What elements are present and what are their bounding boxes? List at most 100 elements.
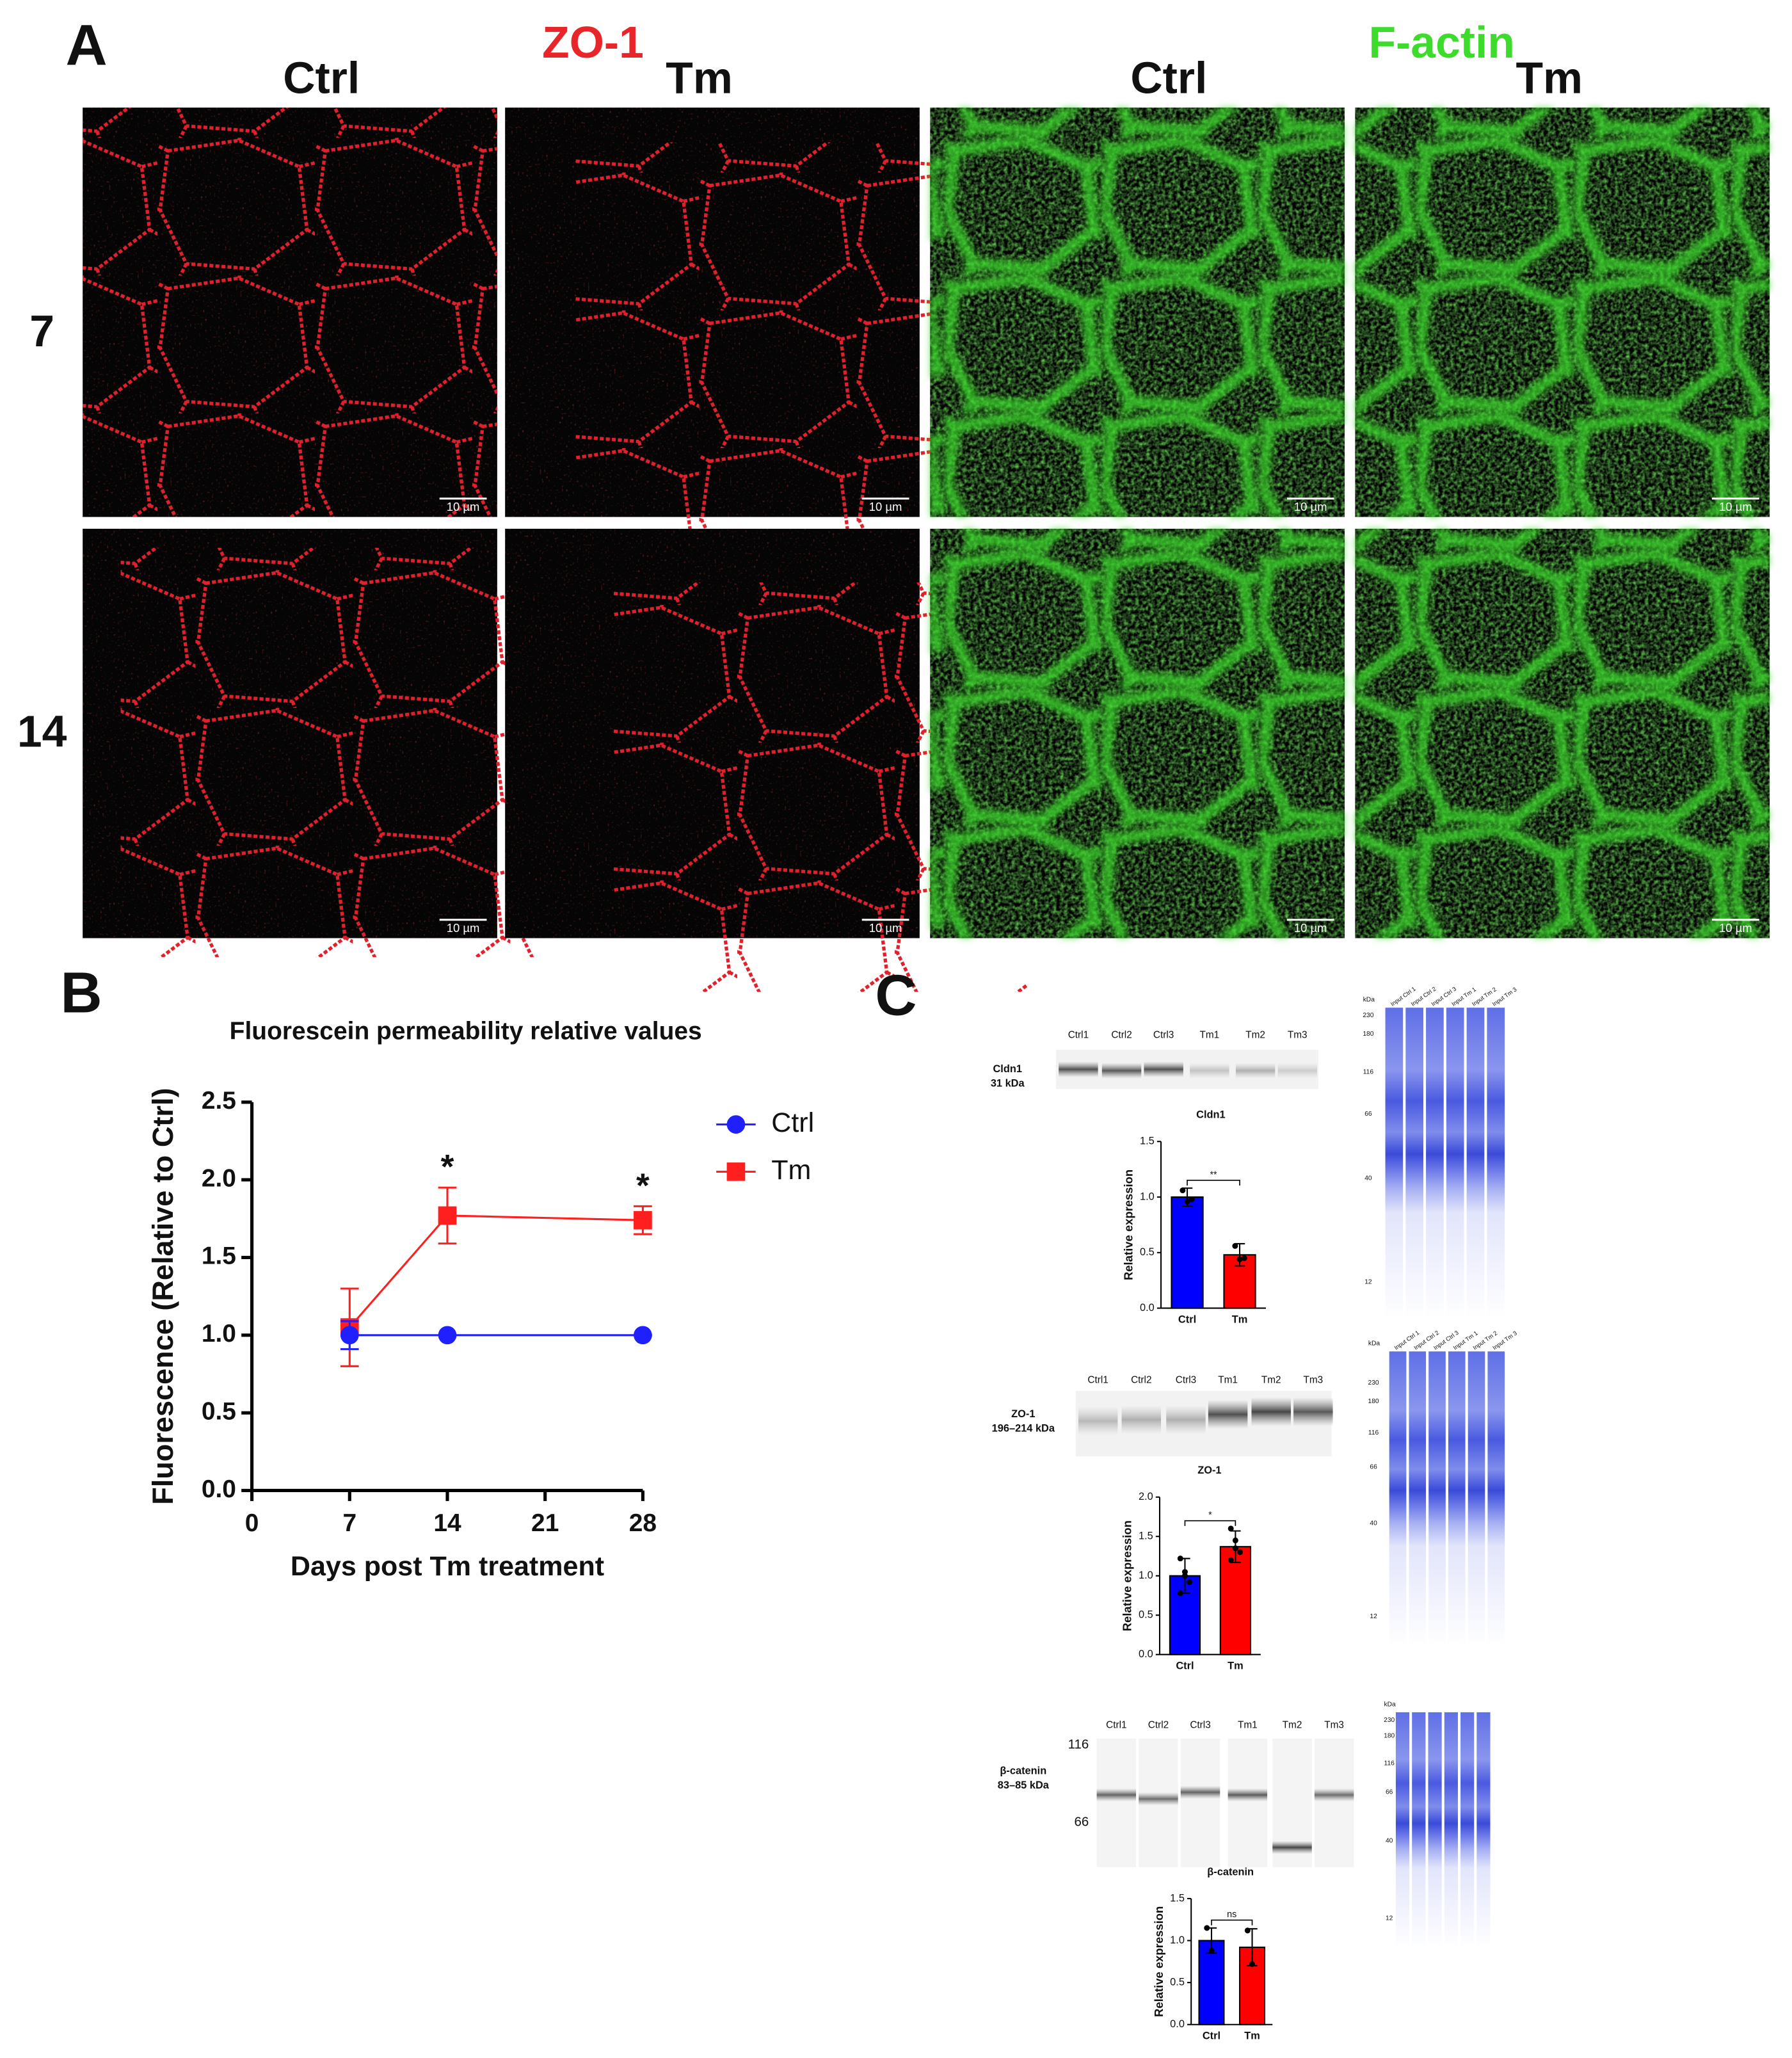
marker-label: 40: [1386, 1837, 1393, 1844]
protein-size: 31 kDa: [991, 1077, 1025, 1089]
x-tick-label: 28: [629, 1509, 657, 1537]
significance-label: *: [1208, 1510, 1212, 1520]
data-point: [1228, 1557, 1234, 1563]
band: [1139, 1792, 1178, 1806]
band: [1277, 1063, 1317, 1079]
micrograph: 10 µm: [930, 529, 1345, 938]
marker-label: 40: [1370, 1520, 1377, 1527]
panel-label: A: [66, 13, 108, 78]
band: [1059, 1061, 1098, 1077]
blot: Cldn1 31 kDa Ctrl1 Ctrl2 Ctrl3 Tm1 Tm2 Tm3 kDa 23…: [991, 986, 1518, 1319]
data-point: [1228, 1525, 1234, 1532]
marker-label: 12: [1386, 1915, 1393, 1922]
protein-size: 83–85 kDa: [998, 1780, 1050, 1791]
data-point: [1204, 1925, 1210, 1931]
lane-label: Ctrl2: [1131, 1374, 1151, 1385]
x-tick-label: 21: [531, 1509, 559, 1537]
panel-label: C: [875, 963, 916, 1028]
condition-header: Tm: [666, 52, 733, 102]
gel-lane: [1448, 1351, 1466, 1647]
significance-label: *: [636, 1167, 650, 1205]
scale-bar-label: 10 µm: [1294, 921, 1327, 935]
scale-bar-label: 10 µm: [1719, 500, 1752, 513]
gel-lane: [1426, 1008, 1444, 1319]
lane-label: Ctrl1: [1087, 1374, 1108, 1385]
stain-name: F-actin: [1368, 17, 1514, 67]
y-tick-label: 0.0: [1140, 1302, 1155, 1314]
data-point: [438, 1206, 457, 1225]
significance-bracket: [1187, 1180, 1240, 1186]
band: [1228, 1788, 1268, 1802]
band: [1314, 1788, 1354, 1802]
bar: [1171, 1196, 1204, 1309]
chart-title: ZO-1: [1197, 1465, 1221, 1476]
gel-lane: [1385, 1008, 1404, 1319]
legend-label: Tm: [771, 1155, 811, 1186]
scale-bar-label: 10 µm: [1719, 921, 1752, 935]
x-tick-label: Ctrl: [1203, 2030, 1220, 2042]
marker-label: 180: [1363, 1031, 1373, 1038]
x-tick-label: Tm: [1232, 1314, 1248, 1325]
cell-borders: [574, 142, 989, 552]
band: [1190, 1063, 1229, 1079]
marker-label: 40: [1364, 1175, 1372, 1182]
y-axis-label: Relative expression: [1152, 1906, 1165, 2017]
significance-label: ns: [1227, 1909, 1236, 1920]
y-axis-label: Fluorescence (Relative to Ctrl): [147, 1088, 179, 1504]
y-tick-label: 2.5: [202, 1087, 236, 1114]
gel-lane: [1409, 1351, 1427, 1647]
band: [1251, 1397, 1291, 1427]
gel-lane: [1428, 1351, 1446, 1647]
y-tick-label: 0.0: [202, 1475, 236, 1503]
cell-borders: [930, 529, 1345, 938]
significance-label: *: [441, 1148, 454, 1186]
marker-unit: kDa: [1384, 1701, 1396, 1708]
y-tick-label: 1.5: [1139, 1531, 1153, 1542]
marker-unit: kDa: [1363, 997, 1375, 1004]
legend-label: Ctrl: [771, 1107, 814, 1138]
lane: [1314, 1738, 1354, 1867]
lane: [1096, 1738, 1137, 1867]
x-tick-label: Ctrl: [1178, 1314, 1196, 1325]
chart-title: Cldn1: [1196, 1109, 1226, 1121]
scale-bar-label: 10 µm: [869, 921, 902, 935]
x-tick-label: Tm: [1228, 1660, 1244, 1671]
micrograph: 10 µm: [1355, 529, 1770, 938]
lane-label: Ctrl3: [1176, 1374, 1196, 1385]
band: [1144, 1061, 1183, 1077]
bar: [1219, 1546, 1251, 1655]
data-point: [1249, 1961, 1256, 1967]
gel-lane: [1460, 1712, 1475, 1949]
y-tick-label: 1.0: [202, 1320, 236, 1347]
y-tick-label: 1.5: [202, 1242, 236, 1270]
marker-label: 180: [1368, 1398, 1379, 1405]
data-point: [1244, 1927, 1251, 1934]
protein-size: 196–214 kDa: [992, 1422, 1055, 1434]
y-tick-label: 0.5: [1139, 1609, 1153, 1621]
y-tick-label: 2.0: [1139, 1491, 1153, 1502]
y-tick-label: 1.5: [1170, 1892, 1185, 1904]
scale-bar-label: 10 µm: [869, 500, 902, 513]
data-point: [1187, 1579, 1193, 1586]
data-point: [1184, 1198, 1190, 1205]
data-point: [1232, 1537, 1238, 1543]
lane-label: Tm3: [1288, 1029, 1308, 1040]
row-label: 14: [17, 706, 67, 756]
lane-label: Ctrl3: [1190, 1719, 1210, 1730]
condition-header: Tm: [1516, 52, 1583, 102]
y-tick-label: 0.5: [1140, 1246, 1155, 1258]
marker-label: 116: [1363, 1068, 1374, 1075]
band: [1293, 1397, 1333, 1427]
y-axis-label: Relative expression: [1121, 1520, 1134, 1631]
data-point: [1181, 1573, 1188, 1579]
data-point: [634, 1210, 652, 1230]
marker-label: 180: [1384, 1732, 1395, 1739]
cell-borders: [120, 547, 536, 958]
protein-name: β-catenin: [1000, 1765, 1046, 1776]
chart-title: β-catenin: [1207, 1866, 1254, 1877]
gel-lane: [1444, 1712, 1458, 1949]
marker-label: 12: [1370, 1613, 1377, 1620]
data-point: [438, 1326, 457, 1345]
